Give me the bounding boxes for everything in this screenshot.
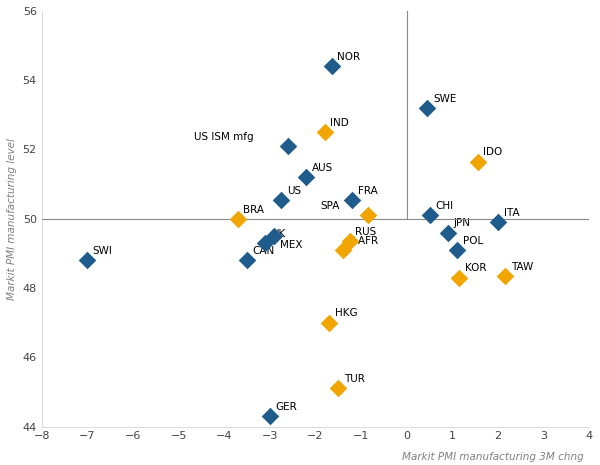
Text: CHI: CHI bbox=[435, 201, 454, 211]
Point bbox=[334, 385, 343, 392]
Text: IND: IND bbox=[330, 118, 349, 128]
Point bbox=[283, 142, 293, 150]
Text: US: US bbox=[287, 186, 301, 196]
Point bbox=[345, 238, 355, 245]
Point bbox=[443, 229, 453, 236]
Text: TAW: TAW bbox=[511, 262, 533, 272]
Text: JPN: JPN bbox=[454, 219, 470, 228]
Y-axis label: Markit PMI manufacturing level: Markit PMI manufacturing level bbox=[7, 138, 17, 300]
Point bbox=[422, 104, 432, 112]
Point bbox=[82, 257, 92, 264]
Point bbox=[269, 232, 279, 240]
Text: MEX: MEX bbox=[280, 240, 302, 250]
Text: GER: GER bbox=[275, 402, 297, 412]
Point bbox=[325, 319, 334, 326]
Text: US ISM mfg: US ISM mfg bbox=[194, 132, 253, 142]
Text: KOR: KOR bbox=[465, 264, 487, 273]
Text: BRA: BRA bbox=[244, 205, 265, 214]
Text: IDO: IDO bbox=[483, 147, 502, 158]
Text: SWE: SWE bbox=[433, 94, 457, 104]
Point bbox=[452, 246, 462, 253]
Text: SWI: SWI bbox=[93, 246, 113, 256]
Text: UK: UK bbox=[271, 229, 285, 239]
Point bbox=[347, 196, 357, 203]
Text: S.AFR: S.AFR bbox=[349, 236, 379, 246]
Point bbox=[265, 412, 275, 420]
Text: Markit PMI manufacturing 3M chng: Markit PMI manufacturing 3M chng bbox=[402, 452, 584, 461]
Text: AUS: AUS bbox=[312, 163, 333, 173]
Text: POL: POL bbox=[463, 236, 483, 246]
Point bbox=[363, 212, 373, 219]
Text: CAN: CAN bbox=[253, 246, 275, 256]
Point bbox=[493, 219, 503, 226]
Point bbox=[500, 272, 510, 279]
Point bbox=[260, 239, 270, 247]
Text: FRA: FRA bbox=[358, 186, 377, 196]
Text: NOR: NOR bbox=[337, 52, 360, 62]
Point bbox=[233, 215, 243, 222]
Point bbox=[302, 173, 311, 181]
Text: RUS: RUS bbox=[355, 227, 377, 237]
Point bbox=[320, 128, 329, 136]
Text: ITA: ITA bbox=[504, 208, 520, 218]
Point bbox=[327, 63, 337, 70]
Point bbox=[242, 257, 252, 264]
Text: SPA: SPA bbox=[321, 201, 340, 211]
Point bbox=[425, 212, 434, 219]
Text: TUR: TUR bbox=[344, 374, 365, 384]
Text: HKG: HKG bbox=[335, 308, 358, 319]
Point bbox=[338, 246, 348, 253]
Point bbox=[473, 158, 482, 166]
Point bbox=[277, 196, 286, 203]
Point bbox=[455, 274, 464, 281]
